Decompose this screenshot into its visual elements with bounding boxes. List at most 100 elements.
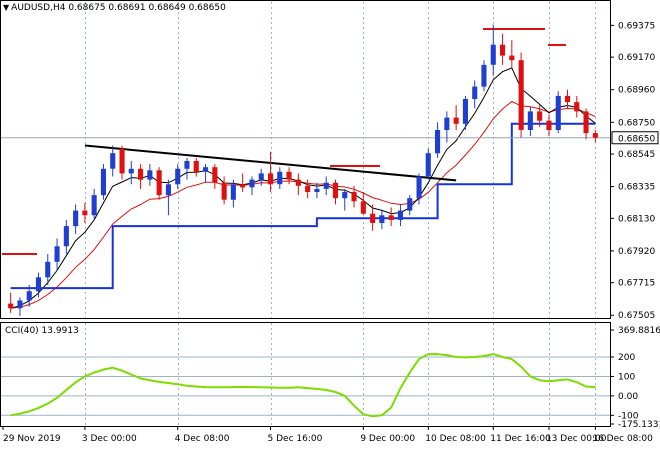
candle-body [26, 291, 32, 301]
candle-body [17, 300, 23, 309]
candle-body [592, 133, 598, 138]
candle-body [193, 161, 199, 172]
ma-red-line [10, 100, 596, 309]
symbol-label: AUDUSD [11, 3, 51, 13]
candle-body [565, 95, 571, 103]
price-tick-label: 0.68750 [618, 118, 655, 128]
candle-body [305, 185, 311, 192]
ma-black-line [10, 67, 596, 309]
candle-body [342, 192, 348, 199]
price-axis: 0.69375 0.69170 0.68960 0.68750 0.68545 0.683… [610, 21, 659, 321]
indicator-overlays [1, 28, 610, 309]
candle-body [351, 192, 357, 202]
cci-line [10, 353, 596, 418]
candle-body [286, 171, 292, 180]
price-tick-label: 0.68335 [618, 183, 655, 193]
dropdown-triangle-icon[interactable]: ▼ [3, 3, 10, 12]
ohlc-close: 0.68650 [188, 3, 226, 13]
candle-body [45, 261, 51, 278]
candle-body [574, 102, 580, 112]
time-tick-label: 16 Dec 08:00 [592, 434, 653, 444]
candle-body [490, 44, 496, 65]
time-tick-label: 10 Dec 08:00 [425, 434, 486, 444]
candle-body [203, 167, 209, 172]
cci-indicator: 369.8816 200 100 0.00 -100-175.1331 [1, 326, 660, 430]
candle-body [314, 188, 320, 192]
candle-body [100, 168, 106, 196]
candle-body [518, 60, 524, 130]
timeframe-label: H4 [52, 3, 66, 13]
candle-body [462, 99, 468, 124]
candle-body [500, 44, 506, 56]
price-tick-label: 0.69375 [618, 21, 655, 31]
candle-body [268, 173, 274, 185]
candle-body [379, 215, 385, 223]
candle-body [73, 210, 79, 227]
ohlc-low: 0.68649 [148, 3, 186, 13]
time-tick-label: 5 Dec 16:00 [268, 434, 323, 444]
cci-panel-frame [0, 322, 611, 427]
candle-body [249, 179, 255, 188]
candle-body [360, 201, 366, 214]
candle-body [165, 184, 171, 196]
candle-body [147, 170, 153, 180]
candle-body [472, 86, 478, 99]
candle-body [82, 210, 88, 216]
time-tick-label: 3 Dec 00:00 [82, 434, 137, 444]
candle-body [583, 111, 589, 134]
cci-tick-label: 100 [618, 372, 635, 382]
price-header: ▼ AUDUSD,H4 0.68675 0.68691 0.68649 0.686… [3, 3, 226, 13]
candle-body [435, 130, 441, 154]
candle-body [332, 182, 338, 199]
candle-body [128, 168, 134, 174]
blue-stepped-level [10, 122, 596, 290]
time-axis: 29 Nov 2019 3 Dec 00:00 4 Dec 08:00 5 Dec 1… [2, 426, 653, 444]
cci-tick-label: 369.8816 [618, 326, 660, 336]
candle-body [184, 161, 190, 169]
cci-tick-label: 200 [618, 353, 635, 363]
candle-body [295, 179, 301, 186]
cci-tick-label: -100 [618, 411, 639, 421]
price-tick-label: 0.68130 [618, 214, 655, 224]
candle-body [481, 64, 487, 87]
candle-body [119, 148, 125, 174]
candle-body [425, 153, 431, 177]
price-tick-label: 0.67505 [618, 311, 655, 321]
candle-body [388, 215, 394, 220]
price-tick-label: 0.68960 [618, 86, 655, 96]
candle-body [212, 167, 218, 183]
candle-body [416, 176, 422, 199]
time-tick-label: 29 Nov 2019 [3, 434, 61, 444]
candle-body [54, 246, 60, 262]
ohlc-open: 0.68675 [68, 3, 106, 13]
candle-body [407, 198, 413, 211]
candle-body [35, 277, 41, 292]
candle-body [444, 117, 450, 130]
time-tick-label: 9 Dec 00:00 [360, 434, 415, 444]
price-tick-label: 0.67715 [618, 279, 655, 289]
cci-header: CCI(40) 13.9913 [5, 326, 79, 336]
current-price-box [611, 131, 659, 145]
time-tick-label: 4 Dec 08:00 [175, 434, 230, 444]
price-tick-label: 0.67920 [618, 247, 655, 257]
candle-body [546, 120, 552, 130]
candle-body [138, 168, 144, 180]
candle-body [277, 171, 283, 185]
candle-body [63, 226, 69, 247]
candle-body [509, 55, 515, 61]
time-tick-label: 13 Dec 00:00 [546, 434, 607, 444]
cci-tick-label: 0.00 [618, 392, 638, 402]
ohlc-high: 0.68691 [108, 3, 146, 13]
current-price-label: 0.68650 [618, 134, 655, 144]
candles [8, 24, 598, 316]
candle-body [370, 213, 376, 223]
candle-body [555, 95, 561, 130]
candle-body [156, 170, 162, 196]
price-tick-label: 0.69170 [618, 53, 655, 63]
candle-body [397, 210, 403, 220]
price-panel-frame [0, 0, 611, 319]
price-tick-label: 0.68545 [618, 150, 655, 160]
candle-body [453, 117, 459, 124]
